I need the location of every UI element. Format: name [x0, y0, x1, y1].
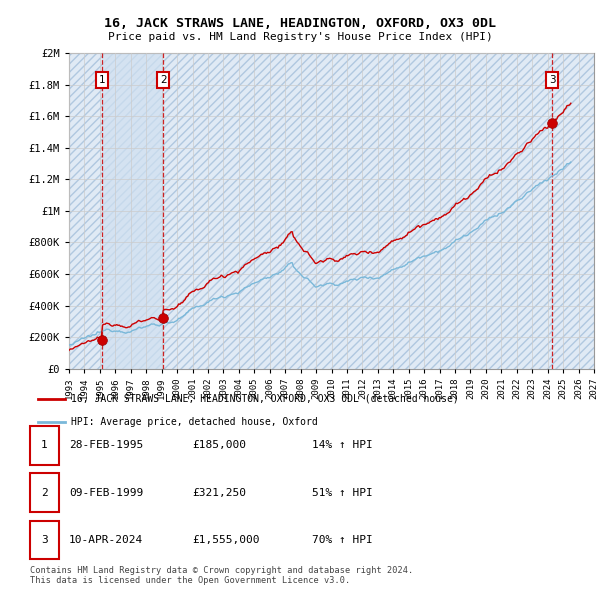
Text: 70% ↑ HPI: 70% ↑ HPI: [312, 535, 373, 545]
Text: 3: 3: [548, 75, 556, 85]
Text: 2: 2: [41, 488, 48, 497]
Text: £185,000: £185,000: [192, 441, 246, 450]
Text: 16, JACK STRAWS LANE, HEADINGTON, OXFORD, OX3 0DL (detached house): 16, JACK STRAWS LANE, HEADINGTON, OXFORD…: [71, 394, 459, 404]
Text: 14% ↑ HPI: 14% ↑ HPI: [312, 441, 373, 450]
Text: Price paid vs. HM Land Registry's House Price Index (HPI): Price paid vs. HM Land Registry's House …: [107, 32, 493, 42]
Text: 09-FEB-1999: 09-FEB-1999: [69, 488, 143, 497]
Text: 1: 1: [99, 75, 106, 85]
Text: £1,555,000: £1,555,000: [192, 535, 260, 545]
Text: HPI: Average price, detached house, Oxford: HPI: Average price, detached house, Oxfo…: [71, 417, 318, 427]
Text: 10-APR-2024: 10-APR-2024: [69, 535, 143, 545]
Text: 16, JACK STRAWS LANE, HEADINGTON, OXFORD, OX3 0DL: 16, JACK STRAWS LANE, HEADINGTON, OXFORD…: [104, 17, 496, 30]
Text: 1: 1: [41, 441, 48, 450]
Text: 51% ↑ HPI: 51% ↑ HPI: [312, 488, 373, 497]
Text: 2: 2: [160, 75, 167, 85]
Text: £321,250: £321,250: [192, 488, 246, 497]
Text: 28-FEB-1995: 28-FEB-1995: [69, 441, 143, 450]
Bar: [103, 53, 163, 369]
Text: 3: 3: [41, 535, 48, 545]
Text: Contains HM Land Registry data © Crown copyright and database right 2024.
This d: Contains HM Land Registry data © Crown c…: [30, 566, 413, 585]
